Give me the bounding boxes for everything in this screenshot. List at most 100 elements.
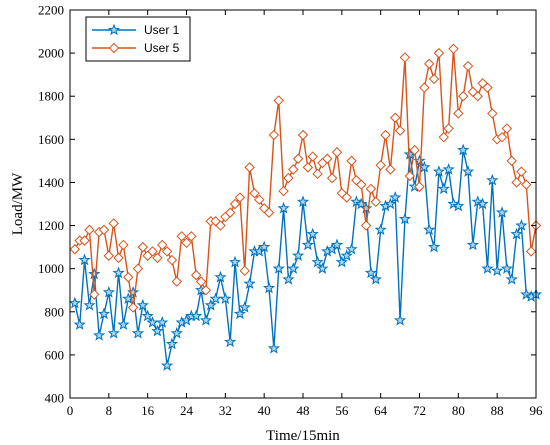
data-point (200, 285, 212, 296)
data-point (487, 108, 498, 119)
data-point (292, 249, 305, 261)
data-point (118, 239, 129, 251)
data-point (427, 240, 441, 253)
series-layer (68, 43, 543, 371)
data-point (273, 95, 284, 106)
data-point (126, 285, 140, 298)
data-point (525, 246, 537, 257)
data-point (448, 43, 459, 55)
x-tick-label: 72 (413, 403, 426, 418)
data-point (249, 188, 260, 199)
data-point (500, 262, 513, 274)
data-point (409, 144, 420, 156)
data-point (521, 179, 532, 190)
data-point (287, 262, 300, 274)
data-point (215, 220, 226, 231)
data-point (302, 162, 314, 173)
data-point (301, 238, 314, 251)
data-point (233, 307, 247, 320)
x-axis-label: Time/15min (266, 428, 340, 444)
data-point (356, 179, 367, 190)
data-point (457, 143, 470, 156)
data-point (68, 296, 81, 309)
data-point (166, 254, 178, 266)
data-point (147, 246, 158, 257)
data-point (359, 201, 373, 214)
data-point (214, 270, 227, 283)
data-point (443, 123, 454, 134)
data-point (151, 324, 164, 337)
data-point (520, 288, 533, 300)
data-point (316, 262, 329, 274)
data-point (297, 129, 309, 141)
data-point (84, 224, 95, 236)
data-point (161, 246, 173, 257)
data-point (433, 47, 445, 59)
data-point (229, 198, 241, 210)
data-point (506, 155, 517, 167)
data-point (495, 206, 509, 218)
data-point (510, 227, 523, 240)
data-point (258, 240, 271, 253)
data-point (123, 272, 134, 283)
data-point (117, 318, 130, 330)
x-tick-label: 8 (106, 403, 113, 418)
data-point (385, 164, 396, 175)
data-point (399, 52, 411, 63)
data-point (176, 231, 187, 242)
data-point (404, 170, 415, 182)
ticks-layer: 0 8 16 24 32 40 48 56 64 72 80 88 96 400 600 800 1000 120… (38, 3, 543, 419)
data-point (515, 219, 528, 231)
data-point (398, 212, 412, 225)
data-point (511, 177, 522, 188)
data-point (152, 252, 163, 264)
data-point (112, 266, 125, 279)
data-point (355, 197, 368, 210)
data-point (136, 298, 149, 311)
data-point (165, 337, 179, 350)
data-point (73, 318, 86, 330)
data-point (447, 197, 460, 210)
data-point (340, 249, 353, 261)
data-point (107, 326, 120, 339)
data-point (390, 112, 401, 123)
data-point (170, 326, 183, 339)
data-point (365, 183, 377, 195)
y-axis-label: Load/MW (10, 172, 26, 235)
data-point (171, 276, 182, 287)
data-point (224, 207, 236, 218)
data-point (204, 298, 217, 311)
data-point (442, 163, 455, 175)
data-point (88, 267, 101, 280)
data-point (292, 153, 304, 164)
x-tick-label: 40 (258, 403, 271, 418)
data-point (374, 223, 387, 236)
data-point (461, 165, 475, 177)
data-point (369, 273, 382, 285)
data-point (380, 129, 391, 141)
legend-marker (108, 42, 120, 54)
data-point (195, 276, 207, 287)
data-point (181, 237, 192, 249)
data-point (103, 250, 115, 261)
series-2 (69, 43, 542, 313)
data-point (288, 164, 299, 175)
data-point (306, 227, 319, 240)
legend-box (85, 16, 191, 62)
data-point (268, 129, 280, 141)
data-point (199, 313, 213, 326)
data-point (93, 329, 106, 341)
data-point (141, 309, 154, 322)
data-point (428, 73, 440, 85)
data-point (482, 82, 493, 93)
data-point (432, 165, 446, 177)
data-point (244, 162, 255, 173)
data-point (263, 207, 275, 218)
data-point (89, 289, 100, 300)
data-point (272, 262, 285, 274)
data-point (102, 285, 115, 298)
data-point (481, 262, 494, 274)
data-point (160, 359, 174, 371)
x-tick-label: 16 (141, 403, 155, 418)
